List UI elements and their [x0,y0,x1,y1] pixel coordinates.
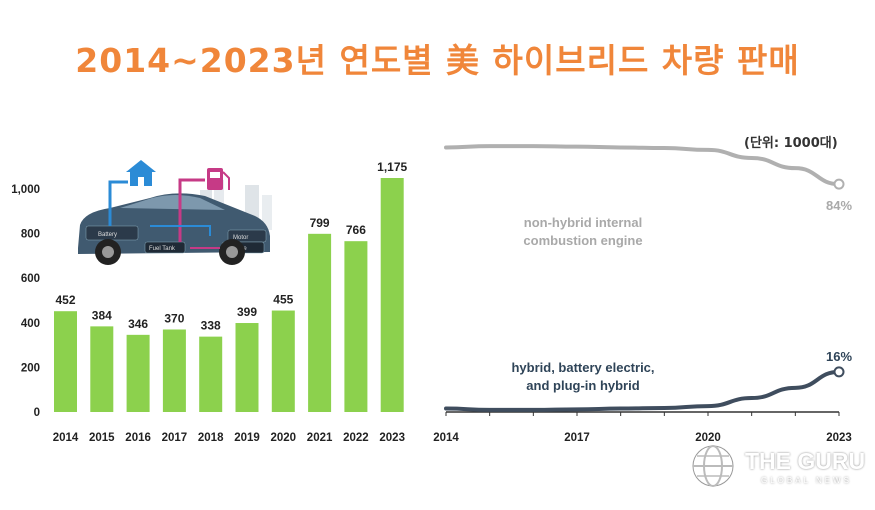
y-tick-label: 1,000 [11,184,40,196]
bar-value-label: 346 [128,317,148,331]
bar-value-label: 370 [164,311,184,325]
x-tick-label: 2019 [234,432,260,444]
bar-value-label: 338 [201,319,221,333]
bar-value-label: 766 [346,223,366,237]
x-tick-label: 2021 [307,432,333,444]
x-tick-label: 2014 [53,432,79,444]
x-tick-label: 2018 [198,432,224,444]
series-line-1 [444,369,841,412]
y-tick-label: 800 [21,229,40,241]
x-tick-label: 2016 [125,432,151,444]
bar-2022 [344,241,368,412]
x-tick-label: 2020 [271,432,297,444]
battery-label: Battery [98,232,117,238]
y-tick-label: 200 [21,362,40,374]
bar-2016 [126,334,150,412]
series-label: non-hybrid internal [524,215,642,230]
bar-2015 [90,326,114,412]
bar-2019 [235,323,259,412]
bar-value-label: 455 [273,293,293,307]
bar-2018 [199,336,223,412]
series-label: and plug-in hybrid [526,378,639,393]
x-tick-label: 2015 [89,432,115,444]
x-tick-label: 2023 [826,432,852,444]
bar-2014 [54,311,77,412]
series-label: combustion engine [523,233,642,248]
x-tick-label: 2022 [343,432,369,444]
unit-label: (단위: 1000대) [744,136,838,151]
y-tick-label: 400 [21,318,40,330]
bar-chart: 0 200 400 600 800 1,000 452 2014 384 2015 346 2016 3… [11,155,410,444]
watermark-name: THE GURU [745,448,866,474]
y-tick-label: 0 [34,407,40,419]
motor-label: Motor [233,235,248,241]
bar-2020 [271,310,295,412]
series-label: hybrid, battery electric, [511,360,654,375]
bar-2021 [308,233,332,412]
x-tick-label: 2017 [162,432,188,444]
series-end-label: 84% [826,198,852,213]
x-tick-label: 2017 [564,432,590,444]
bar-value-label: 384 [92,308,112,322]
x-tick-label: 2014 [433,432,459,444]
bar-value-label: 399 [237,305,257,319]
series-end-label: 16% [826,349,852,364]
bar-value-label: 452 [55,293,75,307]
car-illustration: Battery Motor Fuel Tank Engine [78,160,272,265]
bar-2023 [380,178,404,412]
y-tick-label: 600 [21,273,40,285]
page-title: 2014~2023년 연도별 美 하이브리드 차량 판매 [75,41,800,80]
globe-icon [691,444,735,488]
fuel-label: Fuel Tank [149,246,176,252]
watermark-tagline: GLOBAL NEWS [761,476,852,485]
series-line-0 [444,144,841,187]
x-tick-label: 2023 [379,432,405,444]
x-tick-label: 2020 [695,432,721,444]
bar-value-label: 1,175 [377,160,407,174]
series-end-point [833,366,845,378]
bar-2017 [162,329,186,412]
line-chart: 2014 2017 2020 2023 84% non-hybrid internal co… [433,144,852,444]
series-end-point [833,178,845,190]
bar-value-label: 799 [310,216,330,230]
watermark-logo: THE GURU GLOBAL NEWS [689,440,865,494]
